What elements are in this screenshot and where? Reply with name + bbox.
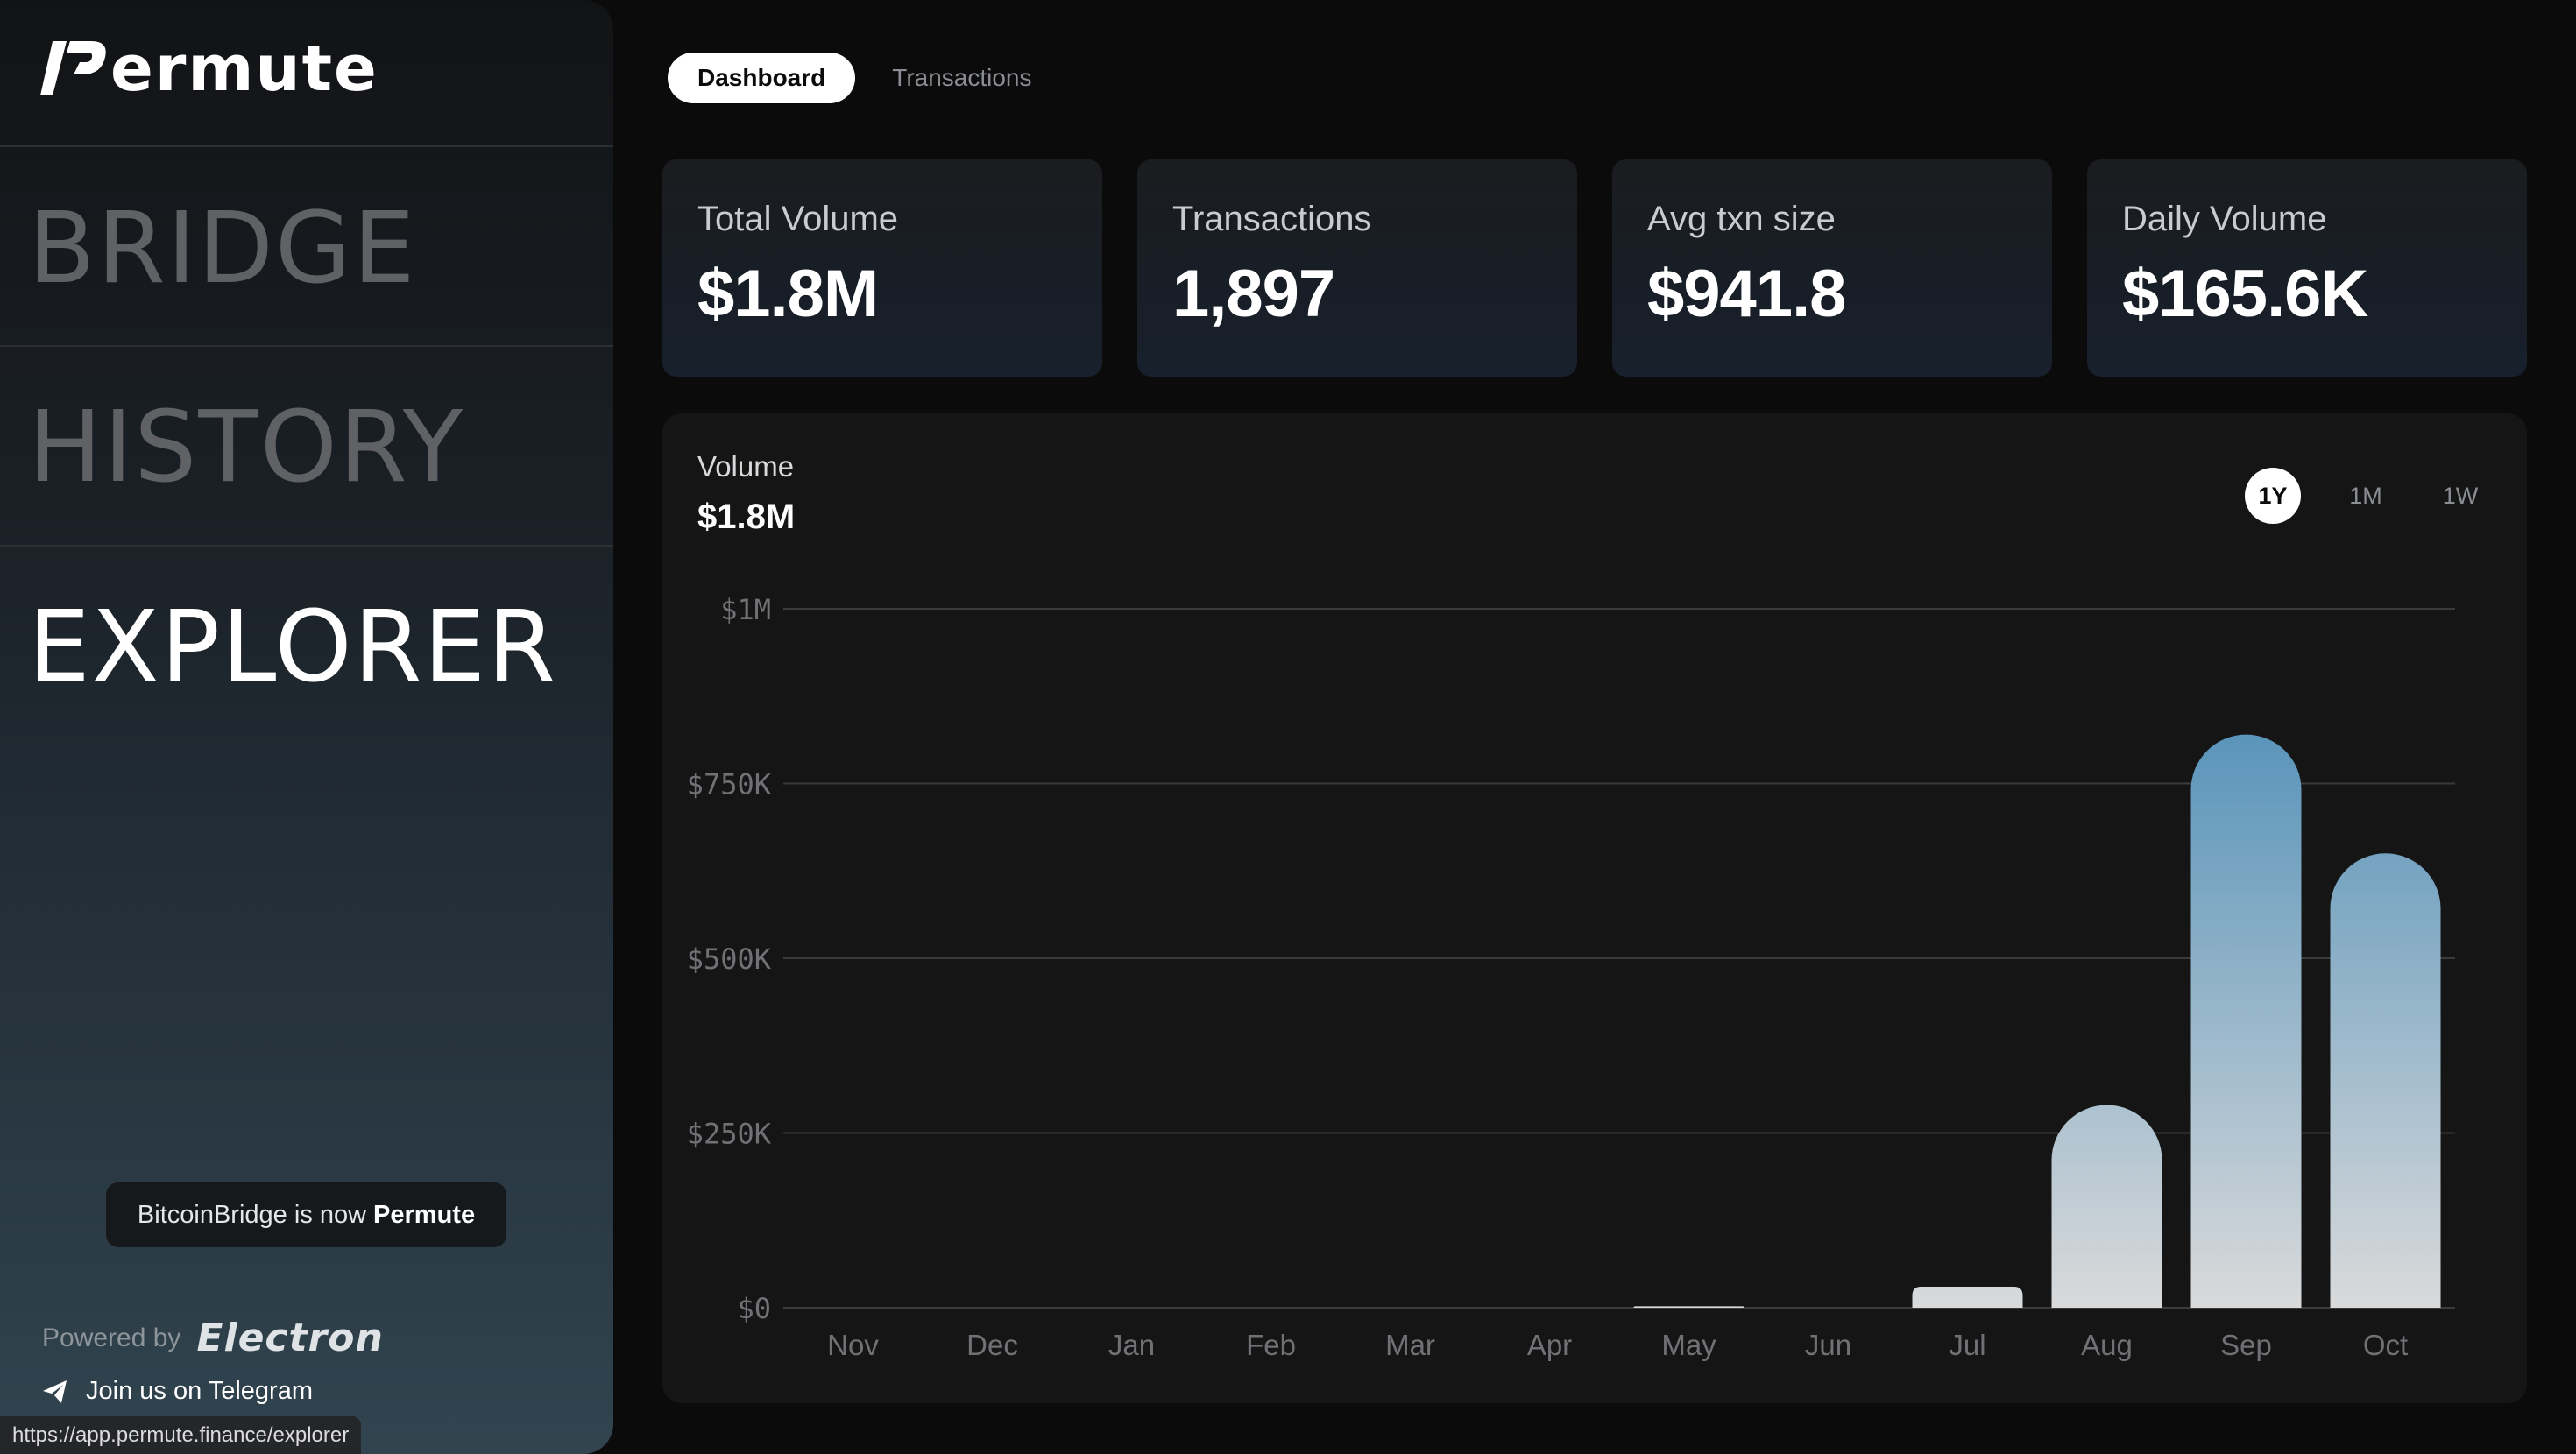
- nav-item-history[interactable]: HISTORY: [28, 391, 464, 505]
- x-tick-label: Nov: [827, 1329, 879, 1361]
- x-tick-label: Dec: [966, 1329, 1018, 1361]
- y-tick-label: $250K: [687, 1118, 772, 1151]
- rebrand-announcement[interactable]: BitcoinBridge is now Permute: [106, 1182, 506, 1247]
- announcement-text: BitcoinBridge is now: [137, 1200, 367, 1229]
- stat-label: Transactions: [1172, 200, 1372, 238]
- x-tick-label: Jul: [1949, 1329, 1985, 1361]
- x-tick-label: Feb: [1246, 1329, 1296, 1361]
- telegram-link[interactable]: Join us on Telegram: [42, 1377, 313, 1406]
- chart-bar-sep[interactable]: [2190, 734, 2302, 1308]
- powered-by-label: Powered by: [42, 1323, 181, 1352]
- y-tick-label: $750K: [687, 768, 772, 801]
- range-1m-button[interactable]: 1M: [2349, 482, 2382, 509]
- stat-card-transactions: Transactions 1,897: [1137, 159, 1577, 377]
- chart-title: Volume: [697, 450, 795, 483]
- send-icon: [43, 1380, 67, 1403]
- stat-value: $1.8M: [697, 257, 879, 331]
- range-1w-button[interactable]: 1W: [2442, 482, 2479, 509]
- range-1y-button[interactable]: 1Y: [2245, 468, 2301, 524]
- logo[interactable]: ermute: [40, 33, 379, 103]
- permute-logo-icon: [40, 39, 109, 97]
- y-tick-label: $0: [737, 1292, 771, 1325]
- sidebar: ermute BRIDGE HISTORY EXPLORER BitcoinBr…: [0, 0, 613, 1454]
- chart-bar-may[interactable]: [1633, 1306, 1744, 1308]
- stat-label: Avg txn size: [1647, 200, 1836, 238]
- top-tabs: Dashboard Transactions: [668, 53, 1062, 103]
- announcement-brand: Permute: [373, 1200, 476, 1229]
- x-tick-label: May: [1661, 1329, 1716, 1361]
- logo-text: ermute: [110, 32, 379, 105]
- chart-bar-oct[interactable]: [2330, 853, 2441, 1308]
- x-tick-label: Jun: [1805, 1329, 1851, 1361]
- nav-divider: [0, 345, 613, 347]
- stat-label: Daily Volume: [2122, 200, 2327, 238]
- chart-bar-jul[interactable]: [1912, 1287, 2023, 1308]
- stat-card-avg-txn-size: Avg txn size $941.8: [1612, 159, 2052, 377]
- nav-item-explorer[interactable]: EXPLORER: [28, 590, 557, 704]
- stat-value: $941.8: [1647, 257, 1846, 331]
- stat-card-total-volume: Total Volume $1.8M: [662, 159, 1102, 377]
- stat-label: Total Volume: [697, 200, 899, 238]
- x-tick-label: Mar: [1385, 1329, 1435, 1361]
- chart-bar-aug[interactable]: [2051, 1105, 2162, 1308]
- x-tick-label: Aug: [2081, 1329, 2133, 1361]
- telegram-label: Join us on Telegram: [86, 1377, 314, 1405]
- chart-total: $1.8M: [697, 498, 796, 536]
- tab-dashboard[interactable]: Dashboard: [668, 53, 856, 103]
- x-tick-label: Jan: [1108, 1329, 1155, 1361]
- powered-by[interactable]: Powered by Electron: [42, 1316, 384, 1360]
- stat-card-daily-volume: Daily Volume $165.6K: [2087, 159, 2527, 377]
- volume-chart-panel: Volume $1.8M 1Y 1M 1W $0 $250K $500K $750K $…: [662, 413, 2527, 1403]
- x-tick-label: Oct: [2363, 1329, 2408, 1361]
- electron-logo: Electron: [196, 1316, 384, 1360]
- status-bar-url: https://app.permute.finance/explorer: [0, 1416, 362, 1454]
- x-tick-label: Sep: [2220, 1329, 2272, 1361]
- y-tick-label: $500K: [687, 942, 772, 976]
- stat-value: $165.6K: [2122, 257, 2368, 331]
- nav-divider: [0, 545, 613, 547]
- nav-item-bridge[interactable]: BRIDGE: [28, 192, 417, 306]
- nav-divider: [0, 145, 613, 147]
- stat-value: 1,897: [1172, 257, 1335, 331]
- volume-bar-chart: $0 $250K $500K $750K $1M Nov Dec Jan Feb Mar Apr Ma…: [687, 593, 2455, 1361]
- x-tick-label: Apr: [1527, 1329, 1572, 1361]
- y-tick-label: $1M: [720, 593, 771, 626]
- tab-transactions[interactable]: Transactions: [892, 64, 1032, 91]
